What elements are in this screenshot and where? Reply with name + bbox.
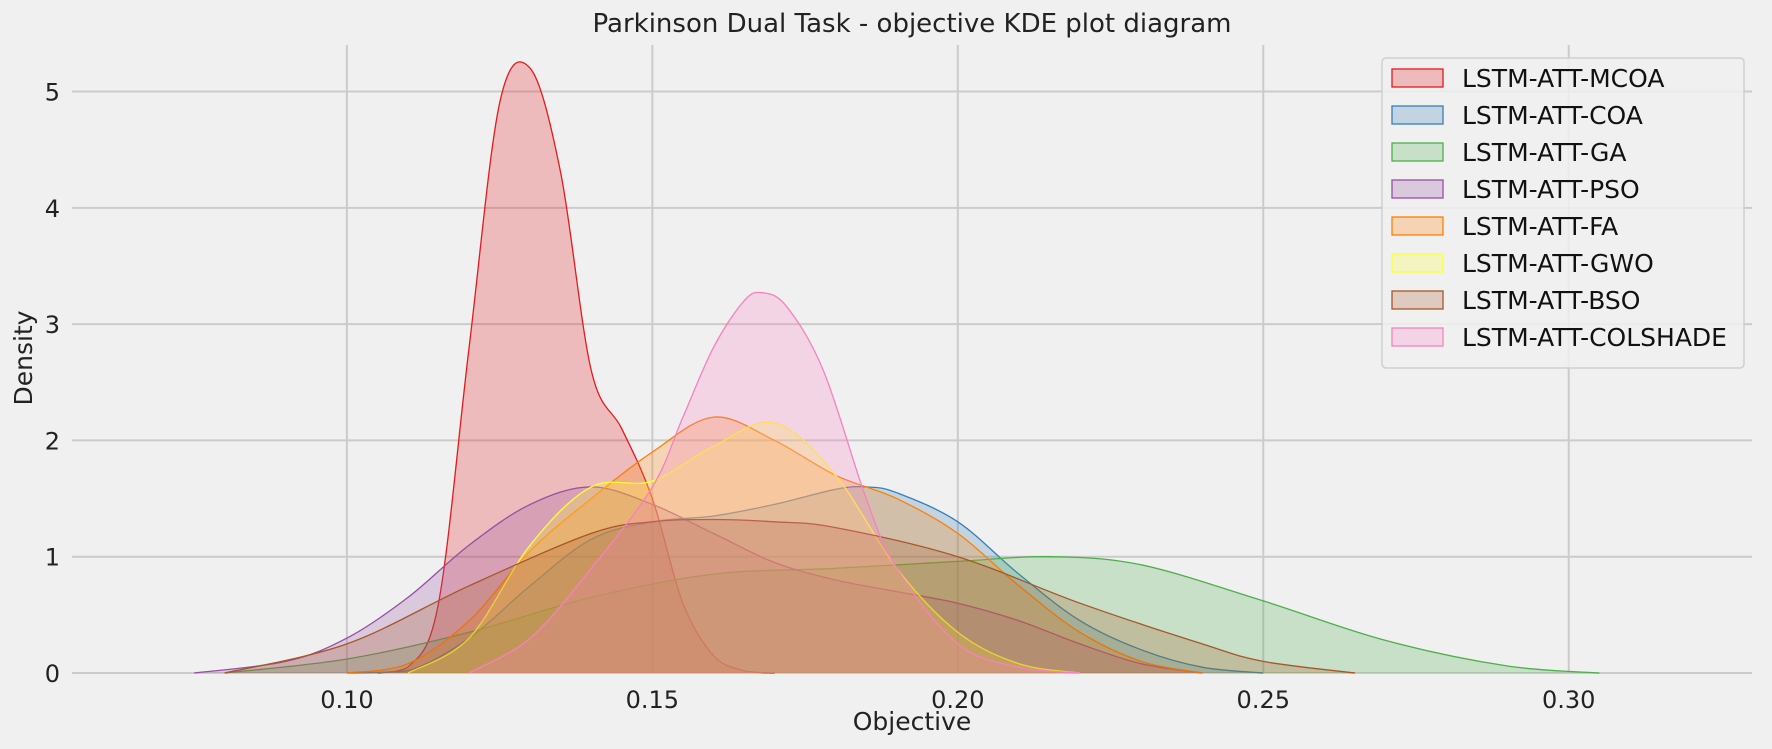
density-area-lstm-att-bso <box>224 519 1355 673</box>
x-tick-label: 0.15 <box>626 686 679 714</box>
x-tick-label: 0.20 <box>931 686 984 714</box>
x-tick-label: 0.25 <box>1237 686 1290 714</box>
legend-swatch <box>1391 290 1444 310</box>
density-area-lstm-att-colshade <box>469 292 1081 673</box>
y-tick-label: 0 <box>45 660 60 688</box>
legend-label: LSTM-ATT-GWO <box>1462 249 1654 278</box>
legend-swatch <box>1391 142 1444 162</box>
legend-label: LSTM-ATT-COLSHADE <box>1462 323 1727 352</box>
x-tick-label: 0.30 <box>1542 686 1595 714</box>
density-area-lstm-att-ga <box>224 556 1600 673</box>
axes: 0 1 2 3 4 5 0.10 0.15 0.20 0.25 0.30 <box>45 79 1596 714</box>
y-tick-label: 4 <box>45 195 60 223</box>
density-area-lstm-att-gwo <box>408 422 1080 673</box>
density-line-lstm-att-coa <box>346 485 1264 674</box>
legend-label: LSTM-ATT-COA <box>1462 101 1643 130</box>
legend-label: LSTM-ATT-BSO <box>1462 286 1640 315</box>
legend-label: LSTM-ATT-PSO <box>1462 175 1640 204</box>
x-tick-label: 0.10 <box>320 686 373 714</box>
legend-swatch <box>1391 179 1444 199</box>
y-axis-title: Density <box>9 310 38 405</box>
legend-swatch <box>1391 216 1444 236</box>
legend-swatch <box>1391 327 1444 347</box>
density-area-lstm-att-mcoa <box>377 61 775 673</box>
legend-label: LSTM-ATT-FA <box>1462 212 1618 241</box>
y-tick-label: 3 <box>45 311 60 339</box>
density-line-lstm-att-fa <box>346 416 1203 674</box>
chart-title: Parkinson Dual Task - objective KDE plot… <box>593 9 1232 39</box>
density-area-lstm-att-fa <box>346 416 1203 673</box>
density-line-lstm-att-pso <box>194 486 1203 674</box>
y-tick-label: 5 <box>45 79 60 107</box>
y-tick-label: 1 <box>45 544 60 572</box>
density-line-lstm-att-mcoa <box>377 61 775 674</box>
legend: LSTM-ATT-MCOA LSTM-ATT-COA LSTM-ATT-GA LSTM… <box>1381 57 1745 369</box>
legend-swatch <box>1391 68 1444 88</box>
legend-swatch <box>1391 105 1444 125</box>
legend-label: LSTM-ATT-GA <box>1462 138 1627 167</box>
density-line-lstm-att-bso <box>224 518 1355 674</box>
y-tick-label: 2 <box>45 427 60 455</box>
legend-label: LSTM-ATT-MCOA <box>1462 64 1664 93</box>
legend-swatch <box>1391 253 1444 273</box>
x-axis-title: Objective <box>853 707 972 736</box>
density-areas <box>194 61 1600 674</box>
density-line-lstm-att-gwo <box>407 421 1081 674</box>
density-line-lstm-att-ga <box>224 555 1600 674</box>
density-line-lstm-att-colshade <box>468 291 1081 674</box>
legend-box <box>1381 57 1745 369</box>
